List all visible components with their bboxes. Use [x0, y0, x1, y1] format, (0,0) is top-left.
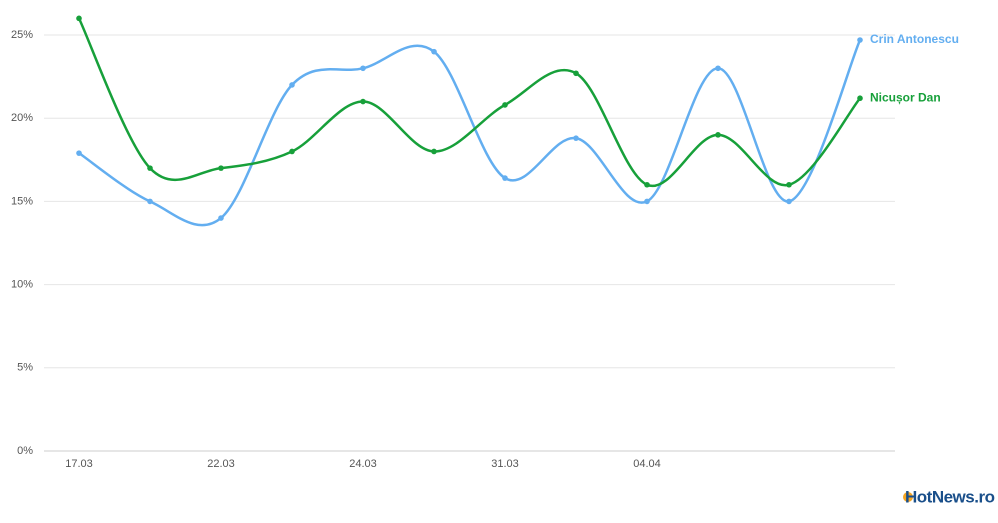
- data-point: [218, 165, 224, 171]
- data-point: [573, 70, 579, 77]
- data-point: [289, 148, 295, 155]
- y-tick-label: 5%: [17, 362, 33, 374]
- data-point: [715, 132, 721, 138]
- data-point: [786, 181, 792, 188]
- data-point: [502, 102, 508, 108]
- x-tick-label: 31.03: [491, 458, 519, 470]
- data-point: [715, 65, 721, 72]
- data-point: [360, 65, 366, 72]
- y-tick-label: 10%: [11, 279, 33, 291]
- data-point: [76, 150, 82, 156]
- data-point: [857, 37, 863, 43]
- series-label: Nicușor Dan: [870, 90, 941, 104]
- y-tick-label: 15%: [11, 195, 33, 207]
- series-line: [77, 17, 861, 188]
- x-tick-label: 17.03: [65, 458, 93, 470]
- x-tick-label: 04.04: [633, 458, 661, 470]
- data-point: [147, 165, 153, 171]
- series-label: Crin Antonescu: [870, 32, 959, 46]
- data-point: [644, 181, 650, 188]
- data-point: [502, 175, 508, 181]
- y-tick-label: 0%: [17, 445, 33, 457]
- x-tick-label: 24.03: [349, 458, 377, 470]
- data-point: [431, 148, 437, 155]
- data-point: [360, 98, 366, 105]
- x-tick-label: 22.03: [207, 458, 235, 470]
- data-point: [857, 95, 863, 102]
- logo-mark: [903, 492, 913, 502]
- data-point: [289, 82, 295, 88]
- y-tick-label: 25%: [11, 29, 33, 41]
- y-tick-label: 20%: [11, 112, 33, 124]
- data-point: [573, 135, 579, 141]
- data-point: [786, 198, 792, 205]
- data-point: [147, 198, 153, 205]
- data-point: [644, 198, 650, 205]
- series-line: [78, 39, 862, 227]
- data-point: [76, 15, 82, 22]
- data-point: [431, 48, 437, 55]
- logo: HotNews.ro: [905, 487, 995, 506]
- data-point: [218, 215, 224, 221]
